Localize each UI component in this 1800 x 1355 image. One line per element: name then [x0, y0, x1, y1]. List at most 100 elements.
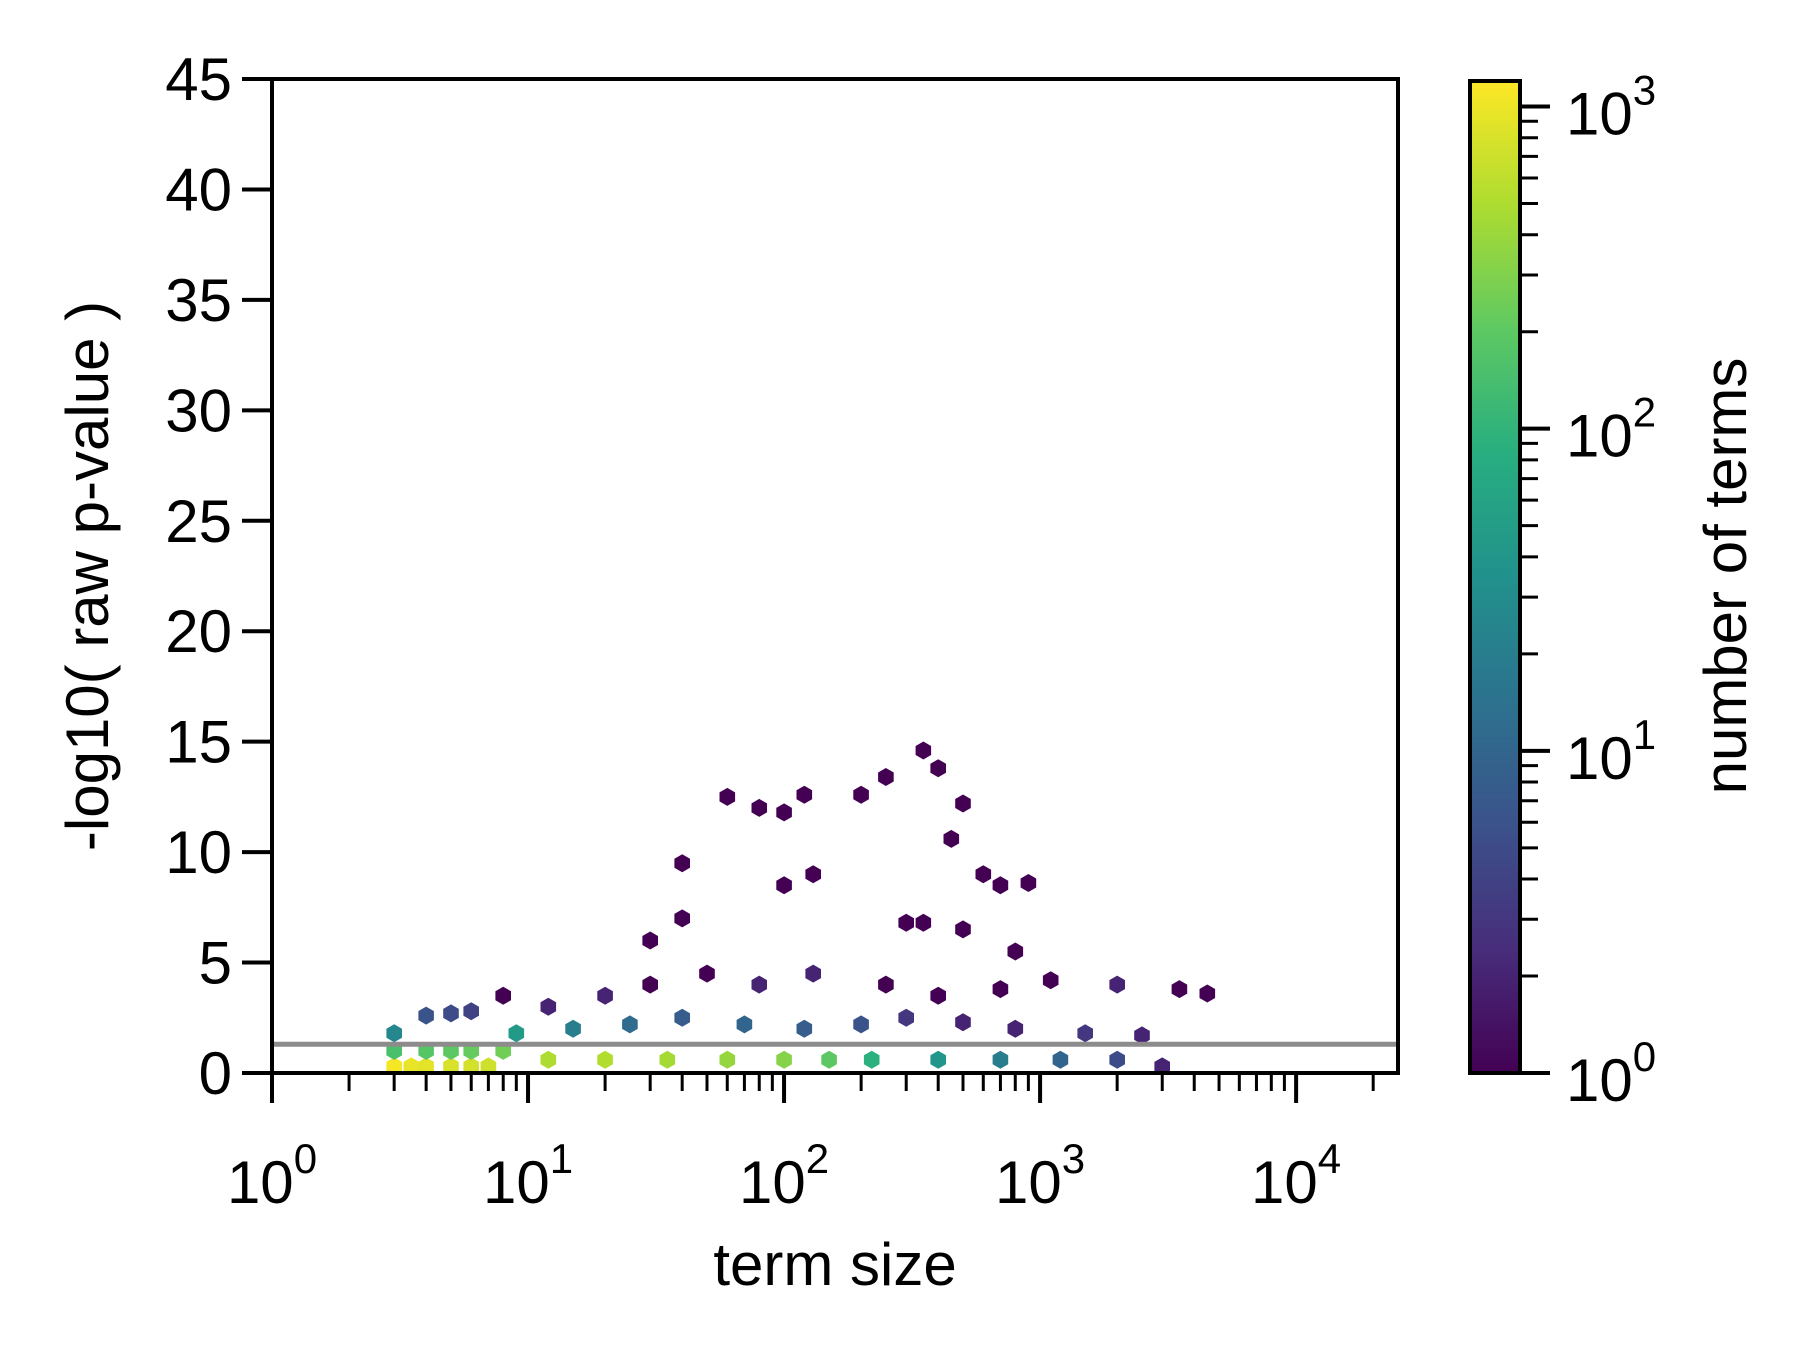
colorbar-label: number of terms — [1692, 358, 1759, 795]
x-tick-label: 100 — [227, 1135, 317, 1216]
hexbin-cell — [1077, 1024, 1093, 1043]
hexbin-cell — [878, 768, 894, 786]
y-axis: 0 5 10 15 20 25 30 35 40 45 — [165, 46, 272, 1107]
x-tick-label: 104 — [1251, 1135, 1341, 1216]
hexbin-cell — [418, 1057, 434, 1073]
hexbin-cell — [674, 1008, 690, 1027]
hexbin-cell — [898, 1008, 914, 1027]
hexbin-cell — [403, 1057, 420, 1073]
hexbin-cell — [1052, 1050, 1069, 1069]
hexbin-cell — [642, 975, 658, 994]
hexbin-cell — [540, 997, 557, 1016]
hexbin-cell — [955, 794, 971, 813]
colorbar: 100 101 102 103 number of terms — [1468, 67, 1759, 1114]
hexbin-cell — [955, 1013, 971, 1032]
colorbar-tick-label: 102 — [1566, 389, 1656, 470]
hexbin-cell — [776, 1050, 792, 1069]
hexbin-cell — [1007, 942, 1024, 961]
y-tick-label: 45 — [165, 46, 232, 113]
x-tick-label: 101 — [483, 1135, 573, 1216]
y-tick-label: 0 — [199, 1040, 232, 1107]
hexbin-cell — [463, 1057, 479, 1073]
colorbar-tick-label: 101 — [1566, 711, 1656, 792]
hexbin-cell — [418, 1006, 434, 1025]
hexbin-cell — [863, 1050, 880, 1069]
hexbin-cell — [878, 975, 894, 994]
hexbin-cell — [751, 798, 767, 817]
hexbin-cell — [1154, 1057, 1170, 1073]
hexbin-cell — [1134, 1026, 1150, 1045]
y-tick-label: 15 — [165, 709, 232, 776]
y-tick-label: 20 — [165, 598, 232, 665]
hexbin-cell — [736, 1015, 753, 1034]
y-axis-label: -log10( raw p-value ) — [54, 301, 121, 851]
hexbin-cell — [853, 1015, 869, 1034]
hexbin-cell — [776, 803, 792, 822]
y-tick-label: 10 — [165, 819, 232, 886]
hexbin-cell — [955, 920, 971, 939]
hexbin-cells — [386, 741, 1216, 1073]
hexbin-cell — [805, 964, 821, 983]
hexbin-cell — [943, 829, 960, 848]
hexbin-cell — [930, 759, 946, 778]
colorbar-tick-label: 100 — [1566, 1033, 1656, 1114]
x-tick-label: 103 — [995, 1135, 1085, 1216]
hexbin-cell — [1020, 874, 1037, 892]
hexbin-cell — [1007, 1019, 1024, 1038]
plot-frame — [270, 77, 1400, 1075]
hexbin-cell — [992, 980, 1009, 999]
hexbin-cell — [659, 1050, 676, 1069]
hexbin-cell — [1109, 975, 1125, 994]
hexbin-cell — [386, 1024, 402, 1043]
x-tick-label: 102 — [739, 1135, 829, 1216]
hexbin-cell — [622, 1015, 638, 1034]
hexbin-cell — [898, 913, 914, 932]
hexbin-cell — [480, 1057, 497, 1073]
hexbin-cell — [992, 876, 1009, 895]
hexbin-cell — [699, 964, 715, 983]
colorbar-ticks: 100 101 102 103 — [1520, 67, 1656, 1114]
colorbar-gradient — [1468, 79, 1522, 1075]
hexbin-cell — [597, 1050, 613, 1069]
hexbin-cell — [565, 1019, 581, 1038]
hexbin-cell — [853, 785, 869, 804]
hexbin-cell — [540, 1050, 557, 1069]
hexbin-cell — [930, 986, 946, 1005]
hexbin-cell — [443, 1057, 459, 1073]
hexbin-cell — [386, 1057, 402, 1073]
hexbin-cell — [915, 913, 932, 932]
hexbin-cell — [796, 785, 813, 804]
colorbar-tick-label: 103 — [1566, 67, 1656, 148]
hexbin-cell — [597, 986, 613, 1005]
hexbin-cell — [719, 787, 736, 806]
x-axis: 100 101 102 103 104 — [227, 1073, 1375, 1216]
hexbin-cell — [975, 865, 992, 884]
hexbin-cell — [805, 865, 821, 884]
hexbin-cell — [915, 741, 932, 760]
y-tick-label: 40 — [165, 156, 232, 223]
y-tick-label: 25 — [165, 488, 232, 555]
hexbin-cell — [1199, 984, 1216, 1003]
hexbin-cell — [642, 931, 658, 950]
y-tick-label: 30 — [165, 377, 232, 444]
hexbin-cell — [463, 1002, 479, 1021]
hexbin-cell — [508, 1024, 525, 1043]
hexbin-cell — [443, 1004, 459, 1023]
hexbin-cell — [992, 1050, 1009, 1069]
hexbin-cell — [674, 909, 690, 928]
hexbin-cell — [751, 975, 767, 994]
hexbin-cell — [776, 876, 792, 895]
hexbin-cell — [495, 986, 511, 1005]
hexbin-cell — [1042, 971, 1059, 990]
hexbin-cell — [930, 1050, 946, 1069]
hexbin-cell — [821, 1050, 837, 1069]
y-tick-label: 35 — [165, 267, 232, 334]
hexbin-cell — [674, 854, 690, 873]
hexbin-cell — [719, 1050, 736, 1069]
x-axis-label: term size — [713, 1231, 956, 1298]
hexbin-cell — [796, 1019, 813, 1038]
y-tick-label: 5 — [199, 930, 232, 997]
hexbin-cell — [1171, 980, 1188, 999]
